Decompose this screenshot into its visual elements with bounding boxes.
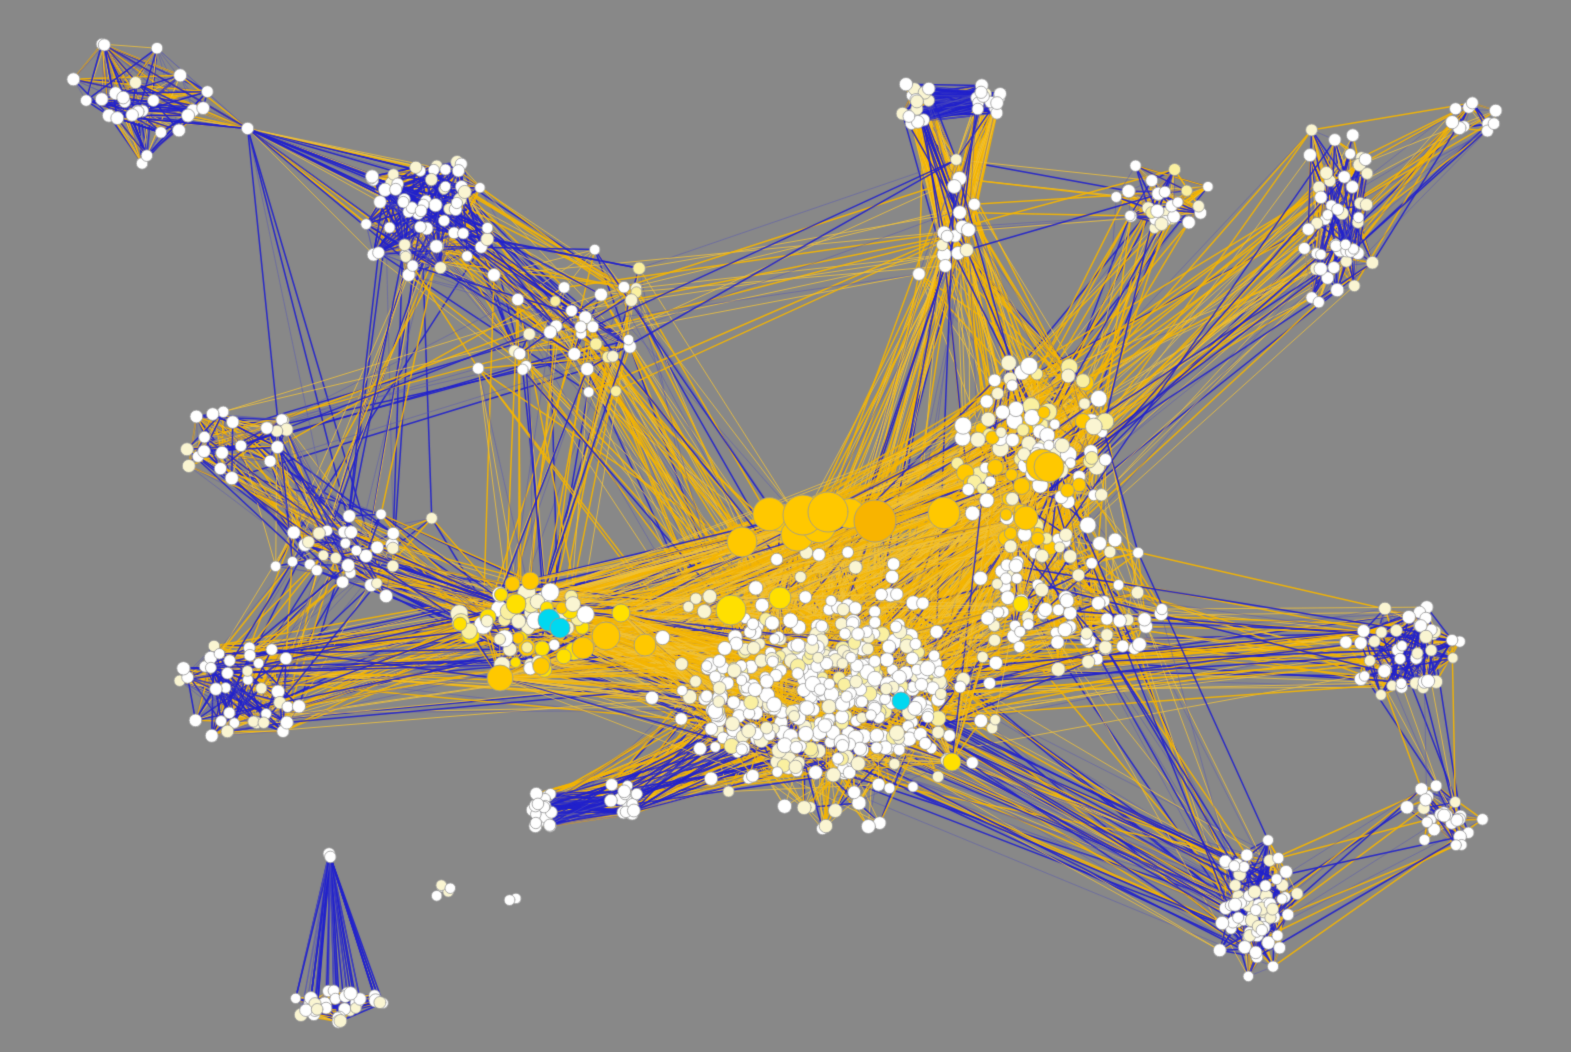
graph-viewport[interactable]: Force-directed network graph with signed… bbox=[0, 0, 1571, 1052]
network-graph-canvas[interactable] bbox=[0, 0, 1571, 1052]
